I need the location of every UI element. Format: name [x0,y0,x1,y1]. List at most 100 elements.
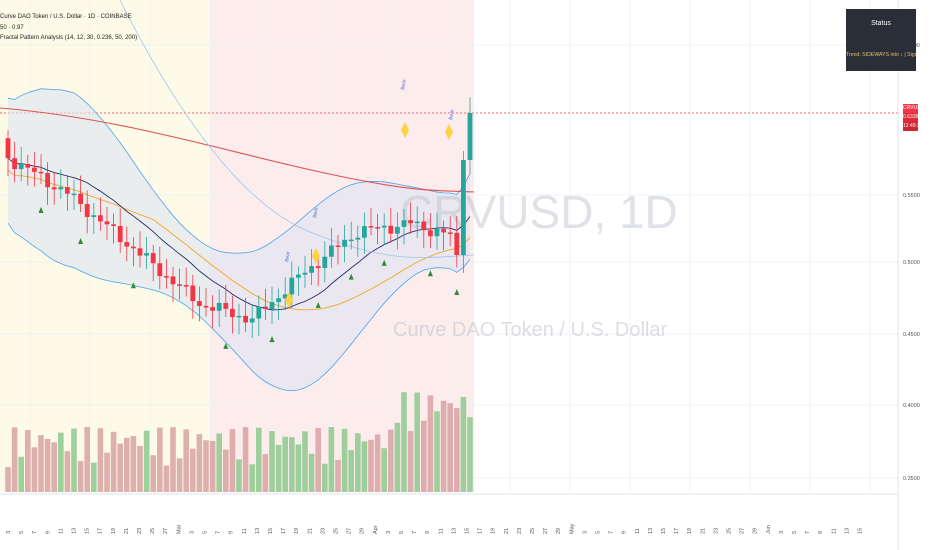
candle[interactable] [137,231,143,268]
candle-body [58,187,64,190]
candles[interactable] [5,97,473,339]
candle[interactable] [183,267,189,297]
candle-body [150,253,156,264]
candle[interactable] [414,206,420,238]
candle-body [243,315,248,323]
candle[interactable] [434,212,440,250]
candle[interactable] [45,162,50,205]
candle[interactable] [117,208,123,253]
candle[interactable] [58,169,64,199]
volume-bar [117,443,123,492]
candle[interactable] [243,297,248,332]
volume-bar [71,428,77,492]
x-tick-label: 11 [635,528,641,534]
candle[interactable] [335,234,341,265]
candle[interactable] [282,277,288,311]
x-tick-label: 19 [111,528,117,534]
candle[interactable] [91,203,97,235]
legend-indicator: Fractal Pattern Analysis (14, 12, 30, 0.… [0,35,138,41]
candle[interactable] [263,288,268,320]
candle[interactable] [269,286,275,324]
candle[interactable] [71,180,77,211]
candle-body [375,227,380,229]
x-tick-label: 29 [556,528,562,534]
candle[interactable] [309,249,314,286]
candle[interactable] [144,236,149,270]
candle[interactable] [461,150,466,273]
candle[interactable] [51,172,57,205]
candle[interactable] [38,154,44,184]
candle[interactable] [342,225,347,263]
candle[interactable] [329,227,334,268]
candle-body [315,266,321,269]
candle[interactable] [249,304,255,339]
bb-upper [7,88,471,254]
x-tick-label: 3 [779,531,785,534]
candle[interactable] [177,268,182,300]
candle[interactable] [441,220,446,251]
candle[interactable] [65,174,70,211]
x-tick-label: 19 [491,528,497,534]
candle[interactable] [428,212,433,249]
x-tick-label: 17 [281,528,287,534]
candle[interactable] [348,221,354,250]
volume-bar [104,452,110,492]
candle[interactable] [32,152,37,187]
y-tick-label: 0.5500 [903,193,920,199]
candle[interactable] [18,146,24,182]
candle[interactable] [5,130,11,177]
candle[interactable] [111,213,116,244]
candle[interactable] [150,245,156,282]
candle[interactable] [203,288,209,317]
bb-lower [7,222,471,392]
candle[interactable] [157,246,163,290]
candle[interactable] [467,97,473,175]
ema-orange [7,169,471,311]
volume-bar [64,451,71,492]
candle[interactable] [12,141,17,183]
candle-body [190,285,196,302]
x-tick-label: 7 [412,531,418,534]
candle[interactable] [197,286,202,322]
candle[interactable] [25,154,31,186]
candle[interactable] [236,303,242,335]
candle[interactable] [362,212,367,254]
candle[interactable] [355,225,361,257]
candle[interactable] [395,212,400,250]
candle[interactable] [223,284,229,317]
signal-diamond [312,248,320,264]
candle[interactable] [368,208,374,236]
candle[interactable] [131,237,136,267]
candle[interactable] [216,289,222,328]
candle[interactable] [84,190,90,234]
candle[interactable] [276,288,281,320]
candle[interactable] [124,226,130,262]
ema-navy [7,157,471,311]
candle[interactable] [104,206,110,240]
candle[interactable] [388,207,394,243]
candle[interactable] [454,215,460,268]
candle[interactable] [421,211,427,249]
candle[interactable] [296,266,301,296]
candle[interactable] [315,256,321,286]
candle[interactable] [375,213,380,245]
bull-triangle [381,259,387,266]
candle[interactable] [210,295,215,328]
candle[interactable] [447,215,453,247]
candle[interactable] [98,197,103,231]
candle[interactable] [401,209,407,245]
candle[interactable] [164,259,169,289]
candle[interactable] [78,175,83,213]
candle[interactable] [190,274,196,319]
candle[interactable] [408,202,413,234]
x-tick-label: 23 [137,528,143,534]
candle[interactable] [302,256,308,288]
candle[interactable] [230,295,235,334]
candle[interactable] [256,295,262,337]
candle[interactable] [322,241,328,283]
volume-bar [84,427,90,492]
candle[interactable] [170,267,176,303]
candle[interactable] [381,213,387,245]
